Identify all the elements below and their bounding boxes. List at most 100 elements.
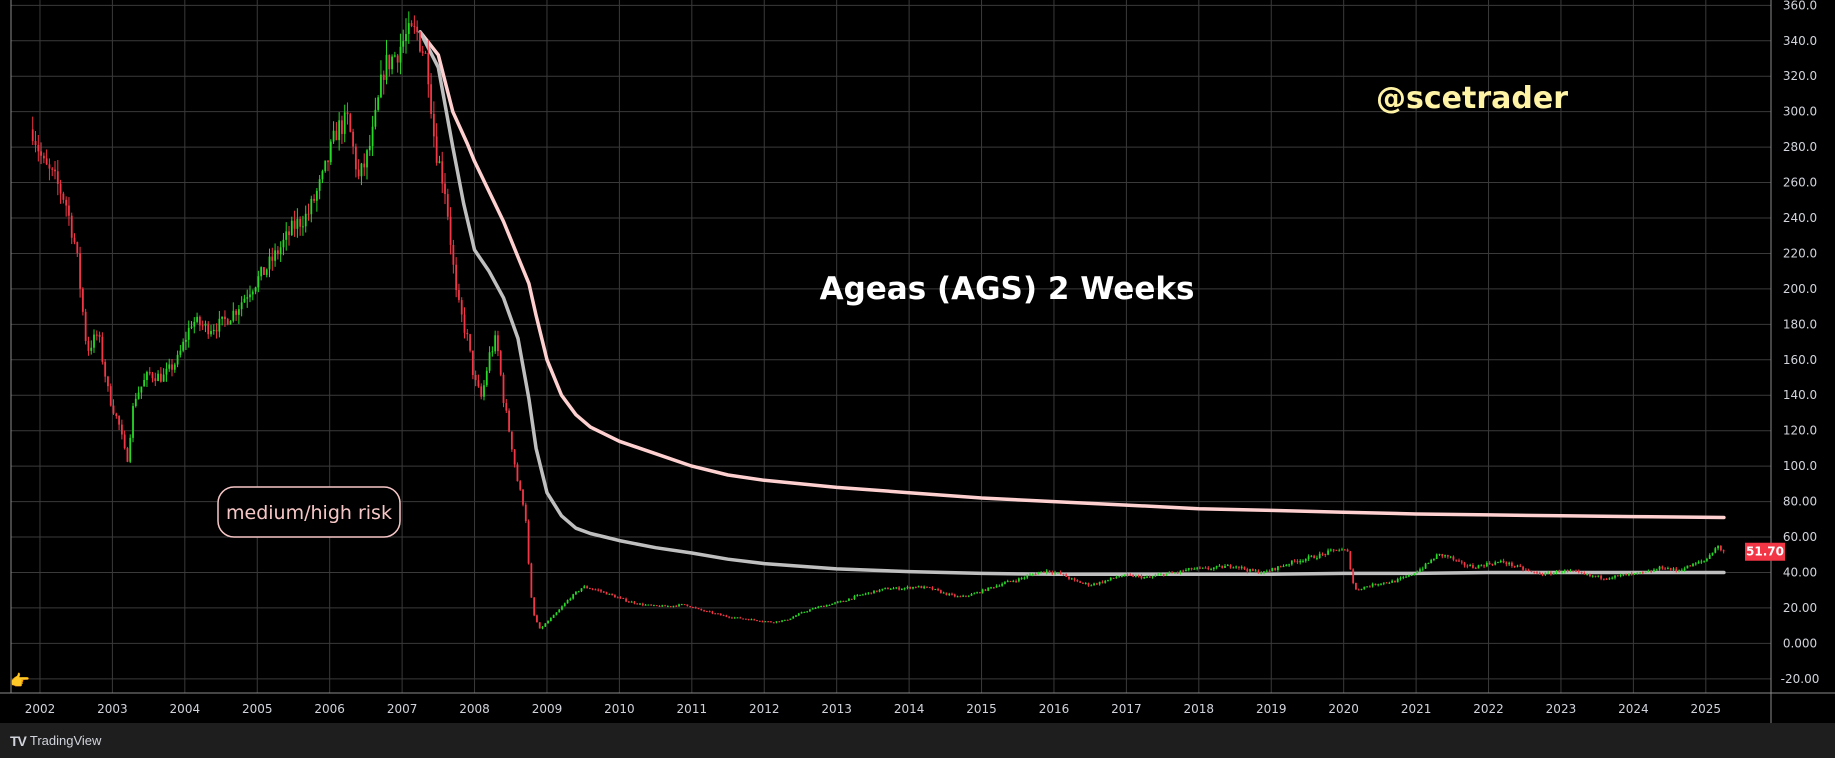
candle-body — [1062, 574, 1065, 576]
candle-body — [1279, 566, 1282, 568]
candle-body — [1210, 569, 1212, 571]
candle-body — [965, 595, 967, 597]
candle-body — [332, 130, 335, 142]
candle-body — [1380, 583, 1382, 585]
candle-body — [1538, 572, 1541, 575]
candle-body — [1485, 562, 1488, 567]
tradingview-brand-name: TradingView — [29, 733, 102, 748]
candle-body — [282, 239, 285, 248]
candle-body — [421, 51, 424, 53]
y-tick-label: 20.00 — [1783, 601, 1817, 615]
candle-body — [1402, 577, 1405, 579]
y-tick-label: 40.00 — [1783, 565, 1817, 579]
candle-body — [254, 287, 257, 292]
edge-marker-icon[interactable]: 👉 — [10, 671, 30, 690]
candle-body — [341, 120, 343, 134]
candle-body — [491, 351, 494, 353]
candle-body — [775, 621, 778, 623]
candle-body — [895, 587, 898, 589]
candle-body — [1001, 583, 1004, 586]
candle-body — [95, 334, 98, 336]
candle-body — [756, 620, 758, 622]
price-chart[interactable]: 360.0 340.0 320.0 300.0 280.0 260.0 240.0 220.0… — [0, 0, 1835, 723]
candle-body — [335, 130, 338, 141]
y-tick-label: 300.0 — [1783, 105, 1817, 119]
candle-body — [87, 340, 90, 351]
moving-average-line-1 — [418, 30, 1726, 520]
candle-body — [597, 589, 600, 591]
candle-body — [675, 605, 678, 607]
candle-body — [265, 269, 268, 275]
candle-body — [471, 350, 474, 375]
candle-body — [190, 326, 193, 328]
candle-body — [1031, 574, 1034, 576]
candle-body — [338, 120, 341, 141]
candle-body — [937, 588, 939, 591]
y-tick-label: 340.0 — [1783, 34, 1817, 48]
candle-body — [1494, 562, 1497, 565]
candle-body — [1271, 568, 1274, 571]
candle-body — [873, 590, 875, 594]
candle-body — [1251, 569, 1254, 571]
candle-body — [1407, 574, 1410, 577]
candle-body — [1068, 576, 1070, 579]
candle-body — [268, 256, 271, 270]
candle-body — [547, 620, 549, 624]
candle-body — [132, 406, 134, 438]
candle-body — [1302, 560, 1304, 562]
candle-body — [836, 601, 839, 603]
candle-body — [34, 140, 37, 146]
candle-body — [360, 163, 363, 177]
y-tick-label: -20.00 — [1781, 672, 1820, 686]
candle-body — [1304, 559, 1307, 561]
candle-body — [405, 33, 407, 42]
candle-body — [588, 588, 591, 590]
candle-body — [1394, 580, 1396, 583]
candle-body — [296, 219, 299, 229]
candle-body — [84, 311, 87, 341]
candle-body — [1563, 570, 1566, 572]
candle-body — [452, 244, 455, 265]
candle-body — [218, 318, 221, 332]
candle-body — [817, 606, 820, 609]
candle-body — [995, 585, 998, 588]
candle-body — [608, 593, 611, 595]
candle-body — [563, 603, 566, 607]
candle-body — [1123, 574, 1126, 577]
candle-body — [271, 256, 274, 261]
candle-body — [377, 97, 380, 110]
candle-body — [711, 611, 714, 614]
candle-body — [527, 521, 530, 564]
candle-body — [1680, 570, 1683, 572]
y-tick-label: 240.0 — [1783, 211, 1817, 225]
candle-body — [1143, 576, 1146, 579]
y-tick-label: 120.0 — [1783, 424, 1817, 438]
candle-body — [742, 618, 744, 620]
candle-body — [611, 593, 614, 596]
tradingview-brand[interactable]: TV TradingView — [10, 733, 101, 749]
candle-body — [165, 368, 168, 375]
candle-body — [1421, 568, 1424, 570]
candle-body — [822, 605, 825, 607]
candle-body — [1146, 576, 1148, 578]
candle-body — [792, 616, 795, 619]
candle-body — [1577, 571, 1580, 573]
candle-body — [614, 595, 616, 598]
candle-body — [1173, 572, 1176, 574]
candle-body — [630, 601, 633, 603]
candle-body — [1472, 565, 1474, 568]
candle-body — [1569, 570, 1572, 572]
candlesticks — [31, 11, 1725, 630]
candle-body — [1015, 581, 1017, 583]
candle-body — [263, 267, 265, 275]
candle-body — [552, 614, 555, 618]
candle-body — [1416, 571, 1419, 574]
candle-body — [1268, 570, 1271, 572]
footer-bar: TV TradingView — [0, 723, 1835, 758]
candle-body — [1533, 571, 1536, 573]
candle-body — [79, 253, 81, 289]
candle-body — [173, 364, 176, 370]
candle-body — [856, 594, 859, 596]
candle-body — [842, 601, 845, 603]
candle-body — [1179, 570, 1182, 573]
